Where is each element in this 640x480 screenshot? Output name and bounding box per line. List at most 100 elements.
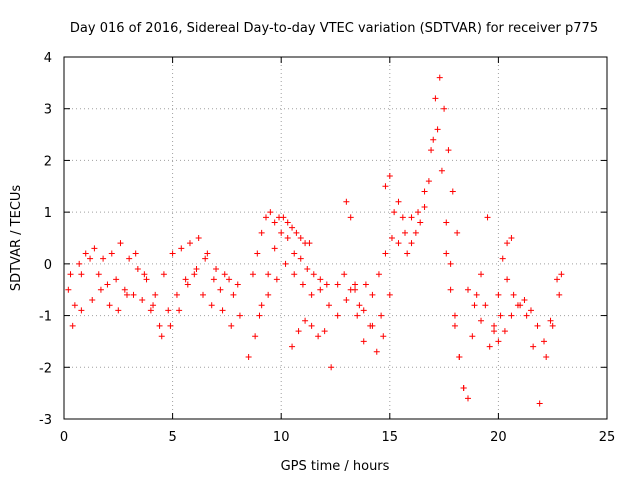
series-track-5 <box>245 229 330 360</box>
data-point <box>325 302 332 309</box>
data-point <box>152 291 159 298</box>
data-point <box>169 250 176 257</box>
data-point <box>289 224 296 231</box>
y-tick-label: -3 <box>39 413 52 428</box>
data-point <box>143 276 150 283</box>
data-point <box>362 281 369 288</box>
data-point <box>280 214 287 221</box>
data-point <box>249 271 256 278</box>
data-point <box>200 291 207 298</box>
data-point <box>417 219 424 226</box>
data-point <box>150 302 157 309</box>
data-point <box>343 297 350 304</box>
data-point <box>217 286 224 293</box>
data-point <box>412 229 419 236</box>
data-point <box>360 307 367 314</box>
data-point <box>87 255 94 262</box>
data-point <box>408 240 415 247</box>
data-point <box>134 266 141 273</box>
data-point <box>236 312 243 319</box>
data-point <box>271 245 278 252</box>
data-point <box>265 291 272 298</box>
data-point <box>527 307 534 314</box>
data-point <box>147 307 154 314</box>
data-point <box>141 271 148 278</box>
data-point <box>360 338 367 345</box>
series-track-8 <box>343 74 461 309</box>
data-point <box>195 235 202 241</box>
data-point <box>471 302 478 309</box>
data-point <box>436 74 443 81</box>
data-point <box>499 255 506 262</box>
data-point <box>454 229 461 236</box>
data-point <box>104 281 111 288</box>
data-point <box>367 322 374 329</box>
data-point <box>504 240 511 247</box>
series-track-9 <box>382 126 467 391</box>
data-point <box>495 338 502 345</box>
data-point <box>178 245 185 252</box>
data-point <box>78 307 85 314</box>
data-point <box>534 322 541 329</box>
data-point <box>304 266 311 273</box>
data-point <box>315 333 322 340</box>
data-point <box>245 353 252 360</box>
data-point <box>156 322 163 329</box>
data-point <box>556 291 563 298</box>
data-point <box>97 286 104 293</box>
data-point <box>132 250 139 257</box>
data-point <box>219 307 226 314</box>
data-point <box>432 95 439 102</box>
data-point <box>352 281 359 288</box>
data-point <box>117 240 124 247</box>
data-point <box>469 333 476 340</box>
y-tick-label: -1 <box>39 310 52 325</box>
data-point <box>491 322 498 329</box>
data-point <box>460 384 467 391</box>
data-point <box>139 297 146 304</box>
data-point <box>291 271 298 278</box>
data-point <box>530 343 537 350</box>
data-point <box>343 198 350 205</box>
data-point <box>173 291 180 298</box>
data-point <box>473 291 480 298</box>
data-point <box>100 255 107 262</box>
series-track-1 <box>65 255 241 329</box>
data-point <box>210 276 217 283</box>
data-point <box>543 353 550 360</box>
x-tick-label: 0 <box>60 430 68 445</box>
data-point <box>265 271 272 278</box>
y-tick-label: 3 <box>44 103 52 118</box>
data-point <box>323 281 330 288</box>
data-point <box>208 302 215 309</box>
data-point <box>395 198 402 205</box>
data-point <box>76 260 83 267</box>
data-point <box>82 250 89 257</box>
data-point <box>258 229 265 236</box>
data-point <box>521 297 528 304</box>
data-point <box>310 271 317 278</box>
data-point <box>308 291 315 298</box>
y-tick-label: 2 <box>44 154 52 169</box>
data-point <box>284 235 291 241</box>
data-point <box>334 281 341 288</box>
data-point <box>523 312 530 319</box>
data-point <box>399 214 406 221</box>
data-point <box>254 250 261 257</box>
data-point <box>547 317 554 324</box>
data-point <box>386 291 393 298</box>
data-point <box>514 302 521 309</box>
data-point <box>491 328 498 335</box>
data-point <box>302 317 309 324</box>
data-point <box>78 271 85 278</box>
data-point <box>445 147 452 154</box>
data-point <box>167 322 174 329</box>
data-point <box>176 307 183 314</box>
data-point <box>160 271 167 278</box>
data-point <box>221 271 228 278</box>
data-point <box>126 255 133 262</box>
series-track-3 <box>69 250 243 340</box>
data-point <box>230 291 237 298</box>
data-point <box>123 291 130 298</box>
data-point <box>536 400 543 407</box>
